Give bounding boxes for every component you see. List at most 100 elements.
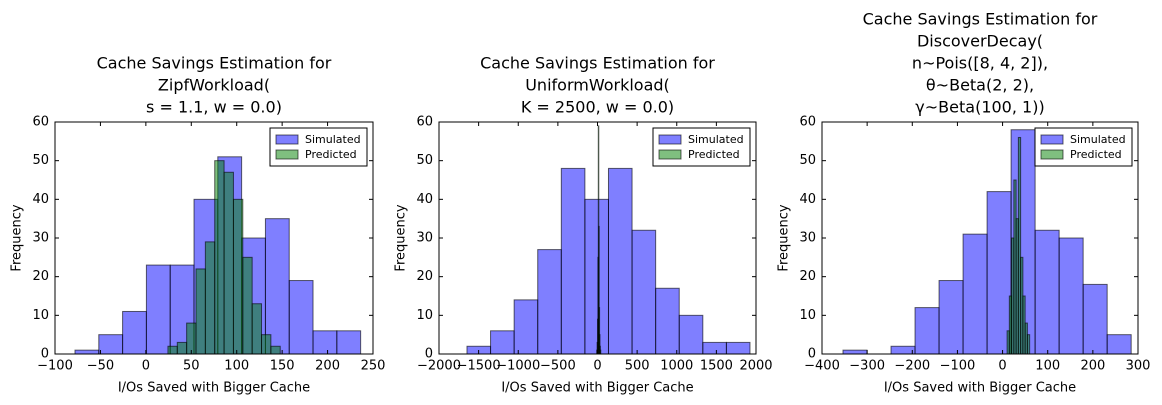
histogram-bar [223, 171, 234, 355]
x-tick-label: 1500 [700, 359, 733, 374]
histogram-bar [270, 345, 281, 355]
chart-title: UniformWorkload( [525, 76, 670, 95]
y-tick-label: 60 [799, 115, 816, 130]
x-tick-label: −500 [540, 359, 576, 374]
y-tick-label: 0 [808, 347, 816, 362]
y-tick-label: 20 [416, 269, 433, 284]
histogram-bar [251, 303, 263, 355]
y-tick-label: 10 [416, 308, 433, 323]
histogram-bar [336, 330, 362, 355]
histogram-bar [890, 345, 916, 355]
x-axis-label: I/Os Saved with Bigger Cache [884, 381, 1076, 396]
legend-swatch [658, 149, 682, 160]
x-tick-label: −400 [804, 359, 840, 374]
y-tick-label: 50 [416, 153, 433, 168]
y-tick-label: 0 [41, 347, 49, 362]
histogram-bar [204, 241, 216, 355]
histogram-bar [962, 233, 988, 355]
histogram-bar [607, 167, 633, 355]
histogram-bar [725, 341, 751, 355]
histogram-bar [513, 299, 539, 355]
histogram-bar [986, 191, 1012, 355]
y-tick-label: 50 [799, 153, 816, 168]
histogram-bar [312, 330, 338, 355]
x-tick-label: 200 [1080, 359, 1105, 374]
y-axis-label: Frequency [777, 204, 792, 271]
x-tick-label: 100 [224, 359, 249, 374]
legend-label: Predicted [305, 148, 357, 161]
histogram-bar [1026, 334, 1031, 355]
histogram-bar [186, 322, 197, 355]
legend-swatch [275, 134, 299, 145]
y-tick-label: 60 [416, 115, 433, 130]
chart-title: Cache Savings Estimation for [480, 54, 715, 73]
histogram-bar [176, 341, 188, 355]
x-tick-label: 150 [270, 359, 295, 374]
histogram-bar [702, 341, 727, 355]
histogram-bar [167, 345, 178, 355]
x-axis-label: I/Os Saved with Bigger Cache [501, 381, 693, 396]
x-tick-label: 500 [625, 359, 650, 374]
legend-label: Predicted [688, 148, 740, 161]
chart-title: K = 2500, w = 0.0) [521, 98, 674, 117]
histogram-bar [242, 256, 253, 355]
histogram-bar [914, 307, 940, 355]
histogram-bar [288, 280, 314, 355]
x-axis-label: I/Os Saved with Bigger Cache [118, 381, 310, 396]
x-tick-label: 50 [183, 359, 200, 374]
x-tick-label: −2000 [417, 359, 461, 374]
y-tick-label: 60 [32, 115, 49, 130]
histogram-bar [490, 330, 515, 355]
y-tick-label: 0 [425, 347, 433, 362]
x-tick-label: −100 [940, 359, 976, 374]
histogram-bar [938, 280, 964, 355]
histogram-bar [678, 314, 704, 355]
y-tick-label: 50 [32, 153, 49, 168]
panel: Cache Savings Estimation for UniformWorkl… [394, 54, 773, 396]
panel: Cache Savings Estimation for ZipfWorkload… [10, 54, 386, 396]
x-tick-label: 250 [361, 359, 386, 374]
x-tick-label: −50 [87, 359, 114, 374]
histogram-bar [264, 218, 290, 355]
chart-title: Cache Savings Estimation for [97, 54, 332, 73]
legend-label: Predicted [1070, 148, 1122, 161]
y-tick-label: 20 [32, 269, 49, 284]
legend-label: Simulated [1070, 133, 1126, 146]
y-tick-label: 40 [416, 192, 433, 207]
chart-title: Cache Savings Estimation for [863, 10, 1098, 29]
y-tick-label: 30 [416, 231, 433, 246]
legend-box [652, 127, 751, 167]
panel: Cache Savings Estimation for DiscoverDeca… [777, 10, 1151, 396]
x-tick-label: 2000 [739, 359, 772, 374]
legend-box [1034, 127, 1133, 167]
histogram-bar [655, 287, 680, 355]
y-tick-label: 40 [32, 192, 49, 207]
chart-title: ZipfWorkload( [158, 76, 270, 95]
histogram-bar [584, 198, 609, 355]
histogram-bar [195, 268, 206, 355]
chart-title: γ~Beta(100, 1)) [915, 98, 1044, 117]
legend-box [269, 127, 368, 167]
x-tick-label: 300 [1126, 359, 1151, 374]
histogram-bar [1034, 229, 1060, 355]
y-axis-label: Frequency [394, 204, 409, 271]
chart-title: s = 1.1, w = 0.0) [146, 98, 282, 117]
x-tick-label: −1000 [496, 359, 540, 374]
histogram-bar [560, 167, 586, 355]
legend-label: Simulated [305, 133, 361, 146]
chart-title: θ~Beta(2, 2), [926, 76, 1034, 95]
histogram-bar [537, 249, 562, 355]
chart-title: n~Pois([8, 4, 2]), [912, 54, 1048, 73]
histogram-bar [631, 229, 657, 355]
histogram-bar [98, 334, 124, 355]
histogram-bar [1058, 237, 1084, 355]
legend-label: Simulated [688, 133, 744, 146]
legend-swatch [275, 149, 299, 160]
x-tick-label: 1000 [660, 359, 693, 374]
histogram-bar [842, 349, 868, 355]
x-tick-label: 200 [315, 359, 340, 374]
x-tick-label: −300 [849, 359, 885, 374]
x-tick-label: 0 [142, 359, 150, 374]
y-tick-label: 30 [799, 231, 816, 246]
